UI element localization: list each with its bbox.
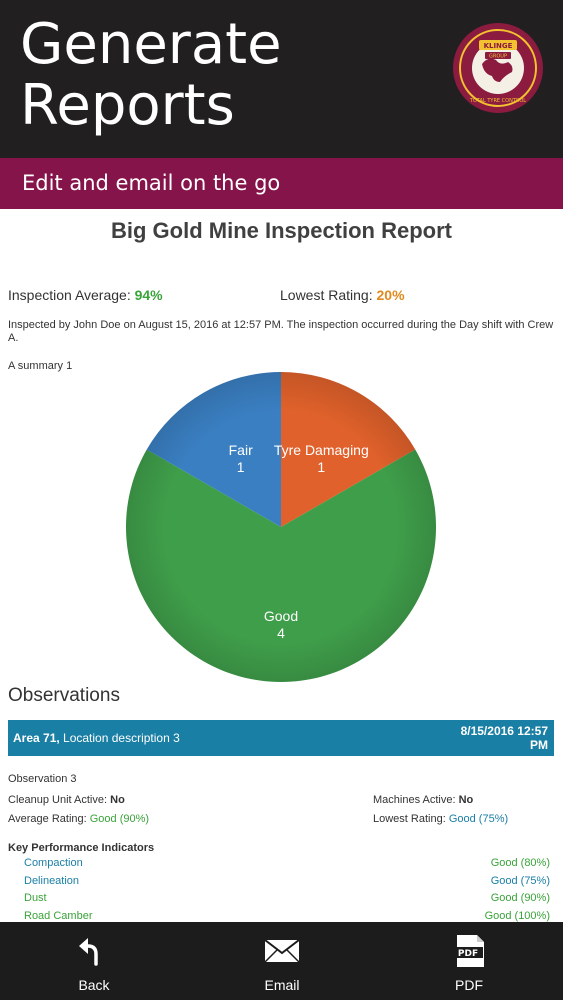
inspection-details: Inspected by John Doe on August 15, 2016… [8,319,554,344]
average-rating: Average Rating: Good (90%) [8,813,149,825]
header-title: Generate Reports [20,14,282,136]
lowest-rating-label: Lowest Rating: [280,287,373,303]
header-title-line1: Generate [20,12,282,77]
kpi-value: Good (100%) [484,910,550,922]
envelope-icon [264,939,300,963]
obs-lowest-rating-label: Lowest Rating: [373,813,446,825]
machines-active: Machines Active: No [373,794,473,806]
pie-label-value: 4 [277,625,285,641]
back-button[interactable]: Back [34,922,154,1000]
pdf-label: PDF [455,977,483,993]
kpi-value: Good (90%) [490,892,550,904]
observation-title: Observation 3 [8,773,77,785]
inspection-average: Inspection Average: 94% [8,287,163,303]
pie-label-name: Fair [229,442,253,458]
pdf-button[interactable]: PDF PDF [409,922,529,1000]
pie-label-name: Tyre Damaging [274,442,369,458]
kpi-name: Compaction [24,857,83,869]
logo-top-text: KLINGE [484,42,513,50]
email-label: Email [264,977,300,993]
klinge-logo: KLINGE GROUP TOTAL TYRE CONTROL [453,23,543,113]
machines-value: No [458,794,474,806]
observation-lowest-rating: Lowest Rating: Good (75%) [373,813,508,825]
observations-heading: Observations [8,685,120,706]
average-rating-label: Average Rating: [8,813,87,825]
pdf-icon-text: PDF [458,949,478,959]
back-arrow-icon [79,938,98,966]
area-description: Location description 3 [59,731,180,745]
kpi-value: Good (80%) [490,857,550,869]
kpi-name: Dust [24,892,47,904]
pie-label-name: Good [264,608,298,624]
kpi-name: Road Camber [24,910,93,922]
report-content[interactable]: Big Gold Mine Inspection Report Inspecti… [0,209,563,922]
back-label: Back [78,977,110,993]
area-name: Area 71, [13,731,60,745]
inspection-average-label: Inspection Average: [8,287,131,303]
area-date-line2: PM [530,738,548,752]
globe-icon [482,58,513,82]
pie-label-value: 1 [317,459,325,475]
machines-label: Machines Active: [373,794,456,806]
kpi-heading: Key Performance Indicators [8,842,155,854]
area-header-bar[interactable]: Area 71, Location description 3 8/15/201… [8,720,554,756]
inspection-average-value: 94% [134,287,163,303]
logo-mid-text: GROUP [489,54,507,60]
kpi-row: Dust Good (90%) [24,892,550,908]
kpi-row: Delineation Good (75%) [24,875,550,891]
area-date: 8/15/2016 12:57 PM [448,724,548,752]
average-rating-value: Good (90%) [89,813,150,825]
report-title: Big Gold Mine Inspection Report [111,218,452,243]
area-title: Area 71, Location description 3 [13,731,180,745]
cleanup-unit-active: Cleanup Unit Active: No [8,794,125,806]
kpi-row: Road Camber Good (100%) [24,910,550,922]
subheader-banner: Edit and email on the go [0,158,563,209]
bottom-toolbar: Back Email PDF PDF [0,922,563,1000]
pie-label-value: 1 [237,459,245,475]
logo-bottom-text: TOTAL TYRE CONTROL [469,98,526,104]
kpi-value: Good (75%) [490,875,550,887]
subheader-text: Edit and email on the go [22,171,281,195]
kpi-name: Delineation [24,875,80,887]
lowest-rating-value: 20% [376,287,405,303]
header-title-line2: Reports [20,73,235,138]
area-date-line1: 8/15/2016 12:57 [460,724,548,738]
pdf-file-icon: PDF [453,935,484,967]
cleanup-value: No [110,794,125,806]
kpi-row: Compaction Good (80%) [24,857,550,873]
obs-lowest-rating-value: Good (75%) [448,813,509,825]
cleanup-label: Cleanup Unit Active: [8,794,108,806]
summary-label: A summary 1 [8,360,73,372]
email-button[interactable]: Email [222,922,342,1000]
lowest-rating: Lowest Rating: 20% [280,287,405,303]
app-header: Generate Reports KLINGE GROUP TOTAL TYRE… [0,0,563,158]
